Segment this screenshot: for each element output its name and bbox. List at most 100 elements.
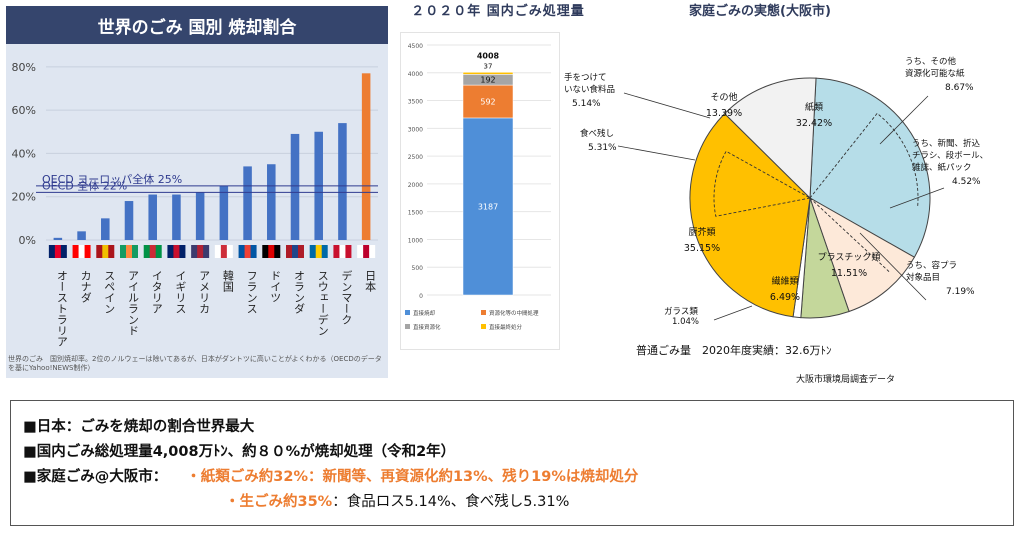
x-tick-label: フランス — [245, 270, 258, 314]
sub-label-unused-food: いない食料品 — [564, 84, 615, 95]
pie-slice — [689, 112, 811, 318]
summary-line-4-detail: ：食品ロス5.14%、食べ残し5.31% — [332, 494, 570, 510]
reference-label: OECD 全体 22% — [42, 178, 127, 192]
y-tick-label: 500 — [412, 265, 424, 272]
x-tick-label: デンマーク — [340, 269, 353, 325]
pie-slice-label: 厨芥類 — [688, 227, 715, 238]
waste-volume-title: ２０２０年 国内ごみ処理量 — [411, 4, 585, 19]
summary-line-3-label: ■家庭ごみ@大阪市： — [23, 469, 168, 485]
leader-line — [617, 145, 696, 161]
x-tick-label: オランダ — [293, 270, 306, 314]
legend-swatch — [405, 324, 410, 329]
sub-label-paper-other: 資源化可能な紙 — [905, 68, 965, 79]
bar — [53, 237, 63, 240]
flag-icon-stripe — [149, 245, 156, 258]
leader-line — [713, 305, 753, 321]
segment-label: 3187 — [478, 202, 498, 211]
bar — [101, 218, 110, 240]
reference-label: OECD ヨーロッパ全体 25% — [42, 172, 182, 186]
bar — [267, 164, 276, 240]
bar — [172, 194, 181, 240]
x-tick-label: スペイン — [103, 270, 116, 314]
legend-swatch — [481, 324, 486, 329]
flag-icon-stripe — [339, 245, 346, 258]
flag-icon-stripe — [220, 245, 227, 258]
total-label: 4008 — [477, 51, 500, 60]
x-tick-label: オーストラリア — [55, 270, 68, 347]
y-tick-label: 1500 — [408, 210, 423, 217]
household-waste-title: 家庭ごみの実態(大阪市) — [689, 4, 831, 19]
pie-slice-label: 繊維類 — [771, 275, 798, 287]
y-tick-label: 3500 — [408, 99, 423, 106]
x-tick-label: 日本 — [364, 270, 377, 293]
pie-slice — [723, 77, 817, 200]
sub-label-newspaper: 雑誌、紙パック — [912, 162, 972, 173]
y-tick-label: 1000 — [408, 237, 423, 244]
bar — [243, 166, 252, 240]
sub-label-plastic-value: 7.19% — [946, 287, 975, 297]
legend-label: 資源化等の中間処理 — [489, 309, 539, 317]
sub-region-outline — [809, 197, 890, 272]
legend-swatch — [481, 310, 486, 315]
flag-icon-stripe — [126, 245, 132, 258]
sub-label-newspaper: チラシ、段ボール、 — [912, 150, 988, 161]
flag-icon-stripe — [244, 245, 251, 258]
leader-line — [859, 232, 927, 301]
stacked-bar-segment — [462, 72, 514, 75]
incineration-panel: 世界のごみ 国別 焼却割合 0% 20% 40% 60% 80% オーストラリア カナダ スペ… — [6, 6, 388, 378]
flag-icon-stripe — [268, 245, 275, 258]
legend-swatch — [405, 310, 410, 315]
legend-label: 直接焼却 — [413, 309, 436, 317]
bar — [148, 194, 157, 240]
stacked-bar-segment — [462, 117, 514, 296]
legend-label: 直接資源化 — [413, 323, 441, 331]
sub-label-plastic: 対象品目 — [906, 272, 940, 283]
waste-volume-panel: 0 500 1000 1500 2000 2500 3000 3500 4000 4500 3187… — [400, 32, 560, 350]
sub-label-paper-other-value: 8.67% — [945, 83, 974, 93]
flag-icon-stripe — [102, 245, 109, 258]
x-tick-label: イタリア — [150, 270, 163, 314]
x-tick-label: イギリス — [174, 270, 187, 314]
flag-icon-stripe — [363, 245, 370, 258]
x-tick-label: カナダ — [79, 270, 92, 303]
sub-label-paper-other: うち、その他 — [905, 56, 957, 67]
flag-icon-stripe — [173, 245, 180, 258]
summary-box: ■日本：ごみを焼却の割合世界最大 ■国内ごみ総処理量4,008万ﾄﾝ、約８０%が… — [10, 400, 1014, 526]
pie-slice-value: 6.49% — [770, 292, 800, 303]
flag-icon-stripe — [54, 245, 61, 258]
pie-slice-label: ガラス類 — [664, 306, 698, 317]
summary-line-1: ■日本：ごみを焼却の割合世界最大 — [23, 419, 255, 435]
y-tick-label: 2000 — [408, 182, 423, 189]
summary-line-2: ■国内ごみ総処理量4,008万ﾄﾝ、約８０%が焼却処理（令和2年） — [23, 444, 456, 460]
household-waste-note: 普通ごみ量 2020年度実績：32.6万ﾄﾝ — [636, 344, 832, 357]
household-waste-source: 大阪市環境局調査データ — [796, 375, 896, 385]
leader-line — [623, 92, 711, 119]
waste-volume-chart: 0 500 1000 1500 2000 2500 3000 3500 4000 4500 3187… — [405, 43, 551, 331]
pie-slice-label: 紙類 — [805, 101, 823, 113]
flag-icon-stripe — [315, 245, 322, 258]
sub-label-unused-food-value: 5.14% — [572, 99, 601, 109]
incineration-caption: 世界のごみ 国別焼却率。2位のノルウェーは除いてあるが、日本がダントツに高いこと… — [8, 355, 382, 372]
y-tick-label: 80% — [12, 61, 36, 74]
y-tick-label: 0% — [19, 234, 36, 247]
pie-slice-value: 11.51% — [831, 268, 867, 279]
pie-slice — [809, 77, 931, 258]
sub-region-outline — [713, 150, 812, 217]
bar — [361, 73, 371, 240]
bar — [219, 185, 229, 240]
sub-label-plastic: うち、容プラ — [906, 260, 957, 271]
y-tick-label: 2500 — [408, 154, 423, 161]
bar — [124, 201, 134, 240]
leader-line — [879, 95, 929, 145]
legend-label: 直接最終処分 — [489, 323, 523, 331]
summary-line-3-value: ・紙類ごみ約32%：新聞等、再資源化約13%、残り19%は焼却処分 — [186, 469, 639, 485]
x-tick-label: 韓国 — [221, 270, 234, 293]
y-tick-label: 4500 — [408, 43, 423, 50]
leader-line — [889, 187, 945, 209]
segment-label: 592 — [480, 98, 495, 107]
household-waste-pie: 紙類 32.42% プラスチック類 11.51% 繊維類 6.49% 厨芥類 35.15% その… — [564, 56, 988, 327]
sub-label-unused-food: 手をつけて — [564, 72, 607, 83]
y-tick-label: 20% — [12, 191, 36, 204]
x-tick-label: アイルランド — [127, 270, 140, 336]
flag-icon-stripe — [78, 245, 85, 258]
